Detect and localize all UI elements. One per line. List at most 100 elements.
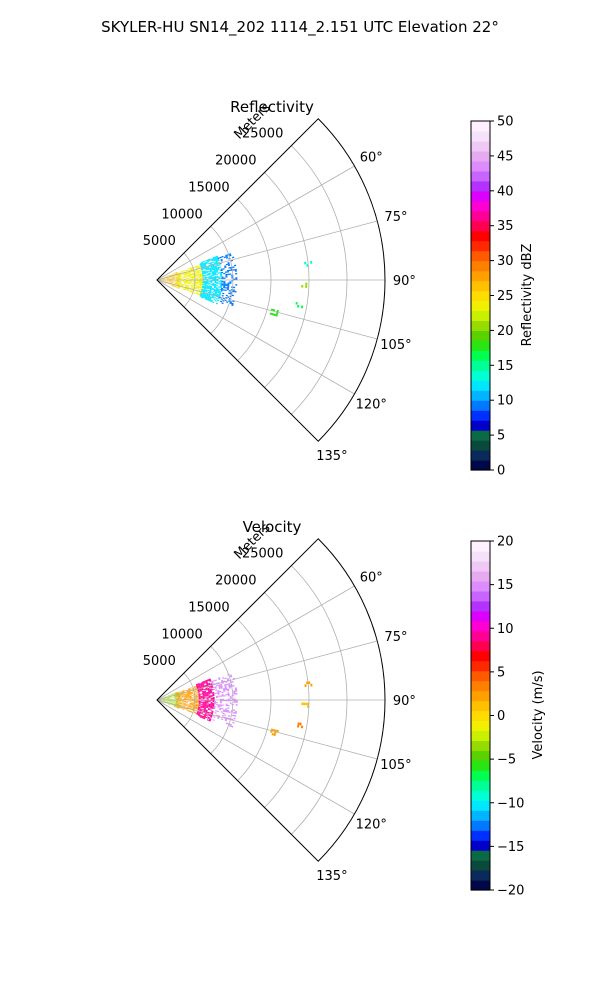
colorbar-tick-label: 20 — [497, 324, 514, 339]
data-cell — [220, 274, 223, 276]
data-cell — [198, 693, 201, 695]
data-cell — [197, 714, 200, 717]
data-cell — [188, 287, 191, 289]
data-cell — [181, 283, 184, 285]
data-cell — [212, 276, 215, 279]
data-cell — [175, 276, 178, 278]
data-cell — [183, 701, 186, 703]
colorbar-tick-label: 0 — [497, 464, 505, 479]
data-cell — [206, 273, 209, 275]
angle-tick-label: 75° — [384, 210, 407, 225]
data-cell — [210, 300, 213, 303]
data-cell — [187, 274, 190, 276]
grid-spoke — [156, 585, 355, 701]
data-cell — [228, 685, 231, 688]
data-cell — [187, 698, 190, 700]
data-cell — [200, 264, 203, 266]
colorbar-segment — [471, 220, 490, 232]
radial-tick-label: 15000 — [188, 180, 229, 195]
colorbar-segment — [471, 690, 490, 702]
data-cell — [177, 695, 180, 696]
data-cell — [205, 262, 208, 265]
data-cell — [183, 274, 186, 276]
data-cell — [178, 287, 181, 289]
data-cell — [224, 686, 227, 689]
data-cell — [183, 697, 186, 699]
data-cell — [202, 273, 205, 275]
colorbar-tick-label: 5 — [497, 665, 505, 680]
data-cell — [189, 282, 192, 284]
data-cell — [234, 712, 237, 715]
angle-tick-label: 120° — [356, 398, 387, 413]
data-cell — [209, 707, 213, 709]
data-cell — [229, 674, 232, 677]
data-cell — [195, 284, 198, 286]
data-cell — [186, 269, 189, 271]
data-cell — [202, 282, 205, 284]
data-cell — [206, 267, 210, 269]
colorbar-tick-label: −15 — [497, 840, 524, 855]
data-cell — [222, 268, 225, 270]
data-cell — [216, 293, 219, 296]
data-cell — [201, 269, 204, 271]
data-cell — [187, 694, 190, 696]
data-cell — [197, 265, 200, 267]
data-cell — [173, 692, 176, 694]
data-cell — [193, 711, 196, 714]
data-cell — [162, 277, 165, 278]
data-cell — [210, 285, 213, 287]
data-cell — [177, 286, 180, 288]
data-cell — [206, 260, 210, 262]
data-cell — [195, 706, 198, 708]
data-cell — [220, 275, 223, 277]
data-cell — [217, 266, 220, 269]
data-cell — [207, 708, 210, 711]
data-cell — [215, 287, 218, 289]
data-cell — [180, 691, 183, 693]
radial-tick-label: 15000 — [188, 600, 229, 615]
data-cell — [201, 274, 204, 276]
data-cell — [232, 714, 235, 717]
data-cell — [212, 283, 215, 286]
data-cell — [218, 293, 221, 295]
data-cell — [204, 282, 207, 284]
data-cell — [215, 695, 218, 697]
data-cell — [217, 705, 220, 707]
data-cells — [157, 253, 313, 317]
data-cell — [223, 690, 226, 692]
colorbar-segment — [471, 190, 490, 202]
data-cell — [179, 277, 182, 279]
data-cell — [207, 688, 210, 691]
data-cell — [225, 256, 229, 259]
data-cell — [210, 299, 213, 302]
data-cell — [185, 281, 188, 282]
data-cell — [202, 281, 205, 283]
data-cell — [204, 700, 207, 702]
data-cell — [197, 278, 200, 280]
data-cell — [210, 701, 213, 703]
colorbar-tick-label: 50 — [497, 115, 514, 130]
data-cell — [232, 266, 235, 269]
data-cell — [196, 684, 199, 686]
data-cell — [202, 698, 205, 700]
data-cell — [200, 706, 203, 708]
figure-suptitle: SKYLER-HU SN14_202 1114_2.151 UTC Elevat… — [101, 18, 499, 37]
data-cell — [229, 696, 232, 698]
data-cell — [166, 281, 169, 283]
data-cell — [195, 701, 198, 703]
data-cell — [233, 709, 236, 711]
data-cell — [228, 269, 231, 272]
angle-tick-label: 75° — [384, 630, 407, 645]
data-cell — [189, 276, 192, 278]
colorbar-segment — [471, 800, 490, 811]
data-cell — [187, 275, 190, 277]
data-cell — [208, 274, 211, 276]
data-cell — [207, 295, 211, 298]
data-cell — [203, 680, 206, 683]
data-cell — [228, 267, 231, 269]
colorbar-segment — [471, 840, 490, 851]
data-cell — [231, 304, 234, 307]
data-cell — [196, 712, 199, 715]
data-cell — [188, 691, 191, 693]
data-cell — [212, 697, 215, 700]
